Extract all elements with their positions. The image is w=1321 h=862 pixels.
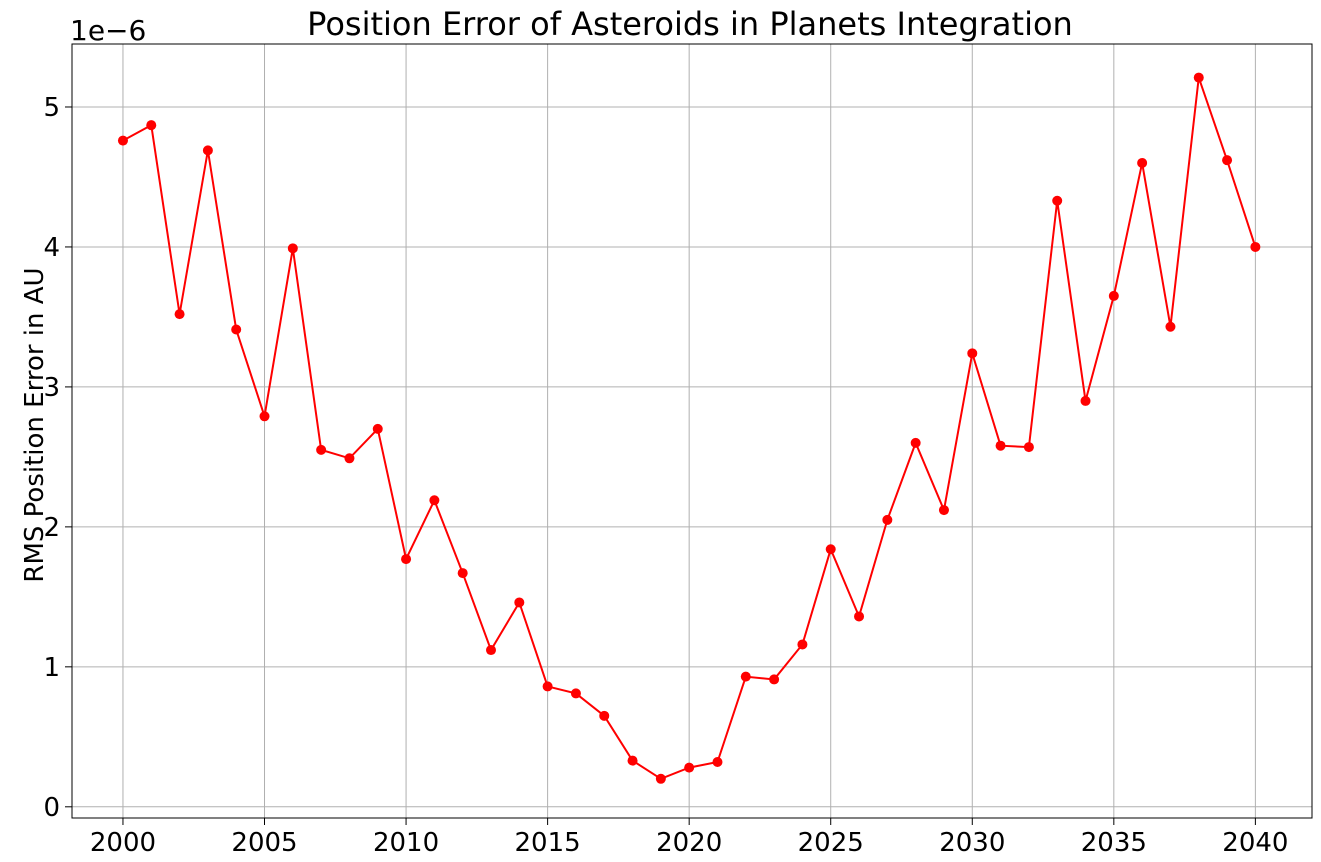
y-tick-label: 4 [43,233,60,263]
data-point [655,773,666,784]
data-point [259,411,270,422]
data-point [316,444,327,455]
data-point [797,639,808,650]
y-offset-label: 1e−6 [70,14,146,47]
data-point [854,611,865,622]
data-point [712,757,723,768]
x-tick-label: 2030 [939,828,1005,858]
x-tick-label: 2020 [656,828,722,858]
data-point [684,762,695,773]
data-point [514,597,525,608]
chart-title: Position Error of Asteroids in Planets I… [307,5,1073,43]
data-point [401,554,412,565]
x-tick-label: 2025 [798,828,864,858]
data-point [1165,321,1176,332]
data-point [910,437,921,448]
data-point [1193,72,1204,83]
data-point [117,135,128,146]
y-axis-label: RMS Position Error in AU [20,267,50,582]
data-point [485,645,496,656]
y-ticks: 0 1 2 3 4 5 [43,93,72,823]
data-point [938,505,949,516]
series [117,72,1261,784]
data-point [344,453,355,464]
data-point [967,348,978,359]
y-tick-label: 0 [43,793,60,823]
data-point [570,688,581,699]
data-point [627,755,638,766]
data-point [174,309,185,320]
data-point [542,681,553,692]
data-point [429,495,440,506]
y-tick-label: 5 [43,93,60,123]
data-point [1080,395,1091,406]
x-tick-label: 2015 [515,828,581,858]
data-point [202,145,213,156]
x-tick-label: 2040 [1222,828,1288,858]
data-point [457,568,468,579]
grid [72,44,1312,818]
plot-frame [71,43,1313,819]
data-point [882,514,893,525]
x-tick-label: 2035 [1081,828,1147,858]
data-point [740,671,751,682]
data-point [1222,155,1233,166]
x-tick-label: 2000 [90,828,156,858]
x-tick-label: 2005 [231,828,297,858]
data-point [287,243,298,254]
data-point [995,440,1006,451]
data-point [231,324,242,335]
x-ticks: 2000 2005 2010 2015 2020 2025 2030 2035 2040 [90,818,1288,858]
data-point [1108,290,1119,301]
x-tick-label: 2010 [373,828,439,858]
y-tick-label: 2 [43,513,60,543]
data-point [1137,157,1148,168]
y-tick-label: 3 [43,373,60,403]
data-point [599,710,610,721]
y-tick-label: 1 [43,653,60,683]
data-point [372,423,383,434]
data-point [769,674,780,685]
data-point [1250,241,1261,252]
data-point [1023,442,1034,453]
data-point [1052,195,1063,206]
data-point [825,544,836,555]
data-point [146,120,157,131]
